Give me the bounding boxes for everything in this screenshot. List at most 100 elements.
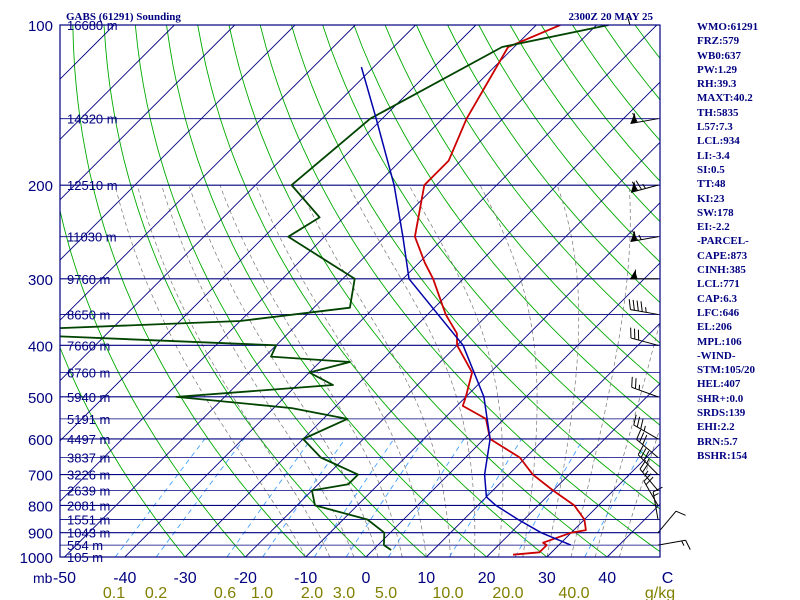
wind-staff: [631, 386, 659, 398]
wind-feather: [640, 418, 644, 430]
wind-feather: [640, 448, 647, 458]
mixing-ratio-line: [262, 438, 346, 558]
temperature-tick-label: -30: [174, 570, 197, 587]
wind-pennant: [630, 230, 637, 242]
moist-adiabat: [136, 185, 331, 558]
wind-feather: [631, 376, 633, 388]
pressure-tick-label: 200: [28, 178, 53, 195]
moist-adiabat: [348, 184, 476, 558]
moist-adiabat: [479, 184, 538, 558]
mixing-ratio-label: 5.0: [375, 585, 397, 600]
wind-barb: [643, 473, 659, 506]
height-label: 14320 m: [67, 112, 118, 127]
wind-barb: [628, 299, 659, 315]
index-ei: EI:-2.2: [697, 221, 730, 234]
pressure-unit-label: mb: [33, 570, 53, 586]
height-label: 4497 m: [67, 432, 110, 447]
temperature-tick-label: -50: [53, 570, 76, 587]
index-lcl: LCL:934: [697, 135, 740, 148]
wind-half-feather: [644, 470, 649, 476]
wind-feather: [642, 434, 648, 445]
index-hel: HEL:407: [697, 378, 741, 391]
temperature-tick-label: 20: [478, 570, 496, 587]
index-rh: RH:39.3: [697, 78, 737, 91]
wind-barbs: [626, 14, 691, 550]
pressure-tick-label: 400: [28, 338, 53, 355]
isotherm: [124, 25, 658, 558]
pressure-tick-label: 900: [28, 526, 53, 543]
isotherm: [305, 202, 660, 558]
wind-half-feather: [653, 493, 659, 497]
temperature-tick-label: -40: [113, 570, 136, 587]
wind-barb: [630, 112, 659, 125]
mixing-ratio-line: [313, 438, 395, 558]
index-mpl: MPL:106: [697, 335, 742, 348]
wind-feather: [637, 445, 644, 456]
height-label: 1551 m: [67, 512, 110, 527]
wind-feather: [636, 416, 641, 428]
height-label: 105 m: [67, 550, 103, 565]
index-frz: FRZ:579: [697, 35, 740, 48]
wind-staff: [657, 539, 686, 546]
wind-feather: [632, 112, 638, 123]
wind-staff: [630, 337, 659, 346]
isotherm: [60, 25, 236, 201]
wind-barb: [630, 180, 659, 193]
mixing-ratio-line: [514, 438, 584, 558]
mixing-ratio-line: [226, 438, 312, 558]
wind-feather: [636, 429, 642, 440]
pressure-tick-label: 700: [28, 468, 53, 485]
wind-barb: [633, 414, 659, 440]
wind-staff: [639, 468, 659, 491]
mixing-ratio-label: 0.1: [103, 585, 125, 600]
wind-barb: [630, 327, 659, 346]
dry-adiabat: [134, 25, 427, 558]
wind-staff: [657, 510, 677, 533]
temperature-tick-label: C: [662, 570, 674, 587]
wind-feather: [636, 300, 639, 312]
isotherm: [64, 25, 597, 558]
pressure-tick-label: 300: [28, 272, 53, 289]
index-wmo: WMO:61291: [697, 21, 759, 33]
mixing-ratio-label: 2.0: [301, 585, 323, 600]
mixing-ratio-label: 3.0: [333, 585, 355, 600]
wind-feather: [643, 451, 650, 461]
background-lines: [60, 25, 660, 558]
isotherm: [60, 25, 175, 141]
isotherm: [60, 25, 537, 502]
index-li: LI:-3.4: [697, 149, 730, 162]
wind-barb: [631, 376, 659, 398]
wind-half-feather: [635, 273, 638, 279]
height-label: 8650 m: [67, 307, 110, 322]
isotherm: [60, 25, 416, 382]
wind-staff: [633, 424, 659, 440]
index-ki: KI:23: [697, 192, 725, 205]
wind-feather: [639, 460, 647, 470]
wind-barb: [637, 445, 659, 475]
wind-half-feather: [681, 540, 685, 546]
mixing-ratio-line: [449, 438, 522, 558]
index-cinh: CINH:385: [697, 264, 746, 277]
index-th: TH:5835: [697, 106, 739, 119]
height-label: 16680 m: [67, 18, 118, 33]
dry-adiabat: [166, 25, 487, 558]
wind-half-feather: [645, 307, 647, 313]
wind-pennant: [630, 181, 637, 193]
index-stm: STM:105/20: [697, 364, 756, 377]
moist-adiabat: [297, 184, 451, 558]
mixing-ratio-unit-label: g/kg: [645, 585, 675, 600]
index-cap: CAP:6.3: [697, 292, 738, 305]
wind-feather: [632, 299, 635, 311]
isotherm: [60, 25, 356, 321]
wind-staff: [630, 118, 659, 125]
wind-feather: [652, 486, 663, 493]
index-srds: SRDS:139: [697, 407, 746, 420]
height-label: 2081 m: [67, 498, 110, 513]
temperature-tick-label: 10: [417, 570, 435, 587]
isotherm: [60, 25, 296, 261]
dry-adiabat: [103, 25, 367, 558]
isotherm: [425, 322, 660, 558]
isotherm: [60, 25, 477, 442]
wind-feather: [631, 181, 639, 191]
